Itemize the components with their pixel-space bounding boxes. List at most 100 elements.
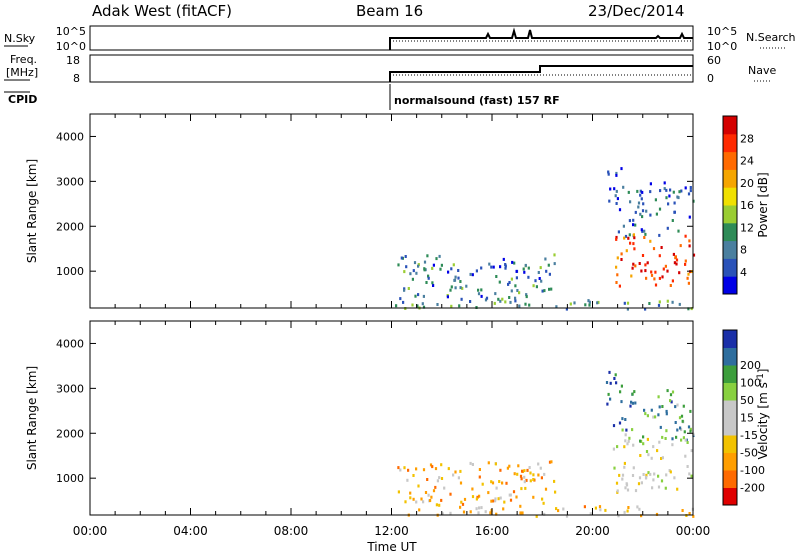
velocity-echo-cell: [548, 460, 552, 464]
velocity-echo-cell: [615, 481, 619, 485]
velocity-echo-cell: [506, 466, 509, 470]
power-echo-cell: [643, 236, 646, 239]
velocity-echo-cell: [681, 419, 684, 423]
power-echo-cell: [537, 271, 540, 274]
velocity-echo-cell: [687, 425, 691, 429]
power-echo-cell: [497, 297, 500, 301]
power-echo-cell: [547, 263, 550, 267]
power-colorbar-label: Power [dB]: [756, 172, 770, 237]
velocity-echo-cell: [681, 509, 684, 512]
power-echo-cell: [673, 201, 676, 205]
power-echo-cell: [669, 284, 672, 287]
velocity-echo-cell: [537, 473, 540, 477]
velocity-echo-cell: [480, 506, 483, 510]
power-echo-cell: [673, 261, 676, 265]
power-echo-cell: [677, 196, 680, 200]
power-echo-cell: [666, 269, 669, 273]
velocity-echo-cell: [661, 435, 664, 439]
velocity-echo-cell: [495, 512, 498, 516]
cpid-label: CPID: [8, 93, 37, 106]
power-echo-cell: [659, 189, 662, 193]
velocity-echo-cell: [645, 473, 648, 477]
power-echo-cell: [534, 279, 537, 283]
velocity-colorbar-swatch: [723, 400, 737, 418]
power-echo-cell: [522, 267, 525, 271]
velocity-echo-cell: [617, 514, 620, 518]
velocity-echo-cell: [657, 474, 660, 478]
velocity-echo-cell: [665, 473, 668, 477]
velocity-echo-cell: [621, 473, 625, 477]
velocity-echo-cell: [676, 487, 679, 491]
freq-label: Freq.: [10, 53, 37, 66]
velocity-echo-cell: [509, 498, 513, 502]
velocity-echo-cell: [494, 497, 497, 501]
power-echo-cell: [550, 287, 553, 291]
velocity-echo-cell: [469, 461, 472, 465]
velocity-echo-cell: [652, 478, 655, 482]
velocity-echo-cell: [624, 439, 627, 443]
velocity-echo-cell: [676, 428, 679, 432]
velocity-echo-cell: [521, 511, 524, 515]
power-echo-cell: [684, 259, 687, 263]
power-echo-cell: [632, 233, 635, 237]
power-echo-cell: [644, 263, 647, 267]
power-echo-cell: [573, 301, 576, 305]
velocity-echo-cell: [688, 472, 691, 476]
power-echo-cell: [488, 262, 491, 266]
velocity-echo-cell: [612, 447, 615, 451]
velocity-echo-cell: [671, 437, 674, 441]
power-echo-cell: [649, 190, 652, 194]
velocity-echo-cell: [623, 465, 626, 469]
power-echo-cell: [477, 292, 481, 296]
velocity-echo-cell: [690, 449, 693, 453]
velocity-echo-cell: [624, 486, 627, 490]
power-echo-cell: [544, 257, 547, 261]
velocity-echo-cell: [519, 504, 522, 508]
power-echo-cell: [407, 287, 410, 290]
velocity-xaxis-ticks: [89, 321, 694, 515]
power-echo-cell: [525, 293, 528, 297]
velocity-echo-cell: [642, 435, 645, 439]
power-echo-cell: [639, 193, 642, 197]
velocity-echo-cell: [457, 476, 460, 480]
velocity-echo-cell: [676, 403, 679, 407]
velocity-echo-cell: [680, 428, 683, 432]
nsky-trace: [389, 27, 693, 50]
velocity-echo-cell: [427, 493, 430, 497]
power-echo-cell: [667, 202, 670, 206]
velocity-echo-cell: [669, 399, 672, 403]
velocity-echo-cell: [447, 467, 450, 471]
power-echo-cell: [469, 272, 472, 276]
velocity-echo-cell: [499, 496, 502, 500]
velocity-echo-cell: [605, 381, 609, 384]
velocity-echo-cell: [495, 486, 498, 490]
power-echo-cell: [616, 197, 619, 201]
nsky-tick-bottom: 10^0: [56, 40, 86, 53]
power-echo-cell: [642, 202, 645, 206]
power-echo-cell: [399, 297, 402, 301]
velocity-echo-cell: [609, 397, 612, 401]
beam-title: Beam 16: [356, 2, 423, 20]
power-echo-cell: [588, 303, 591, 307]
power-echo-cell: [422, 294, 425, 298]
power-echo-cell: [565, 307, 568, 311]
power-echo-cell: [411, 277, 414, 281]
velocity-echo-cell: [454, 470, 457, 474]
velocity-echo-cell: [620, 400, 623, 404]
nsearch-tick-bottom: 10^0: [707, 40, 737, 53]
power-echo-cell: [514, 284, 517, 288]
velocity-echo-cell: [476, 495, 479, 499]
velocity-echo-cell: [441, 512, 444, 516]
velocity-colorbar-tick: 15: [740, 412, 754, 425]
time-tick-label: 08:00: [274, 524, 309, 538]
nave-tick-bottom: 0: [707, 72, 714, 85]
velocity-echo-cell: [665, 412, 668, 416]
velocity-echo-cell: [626, 442, 629, 446]
velocity-echo-cell: [535, 514, 538, 518]
velocity-echo-cell: [675, 435, 678, 439]
power-echo-cell: [543, 289, 546, 293]
velocity-echo-cell: [673, 476, 676, 480]
power-echo-cell: [484, 298, 488, 302]
power-echo-cell: [504, 263, 507, 266]
time-axis-labels: 00:00 04:00 08:00 12:00 16:00 20:00 00:00: [73, 524, 711, 538]
